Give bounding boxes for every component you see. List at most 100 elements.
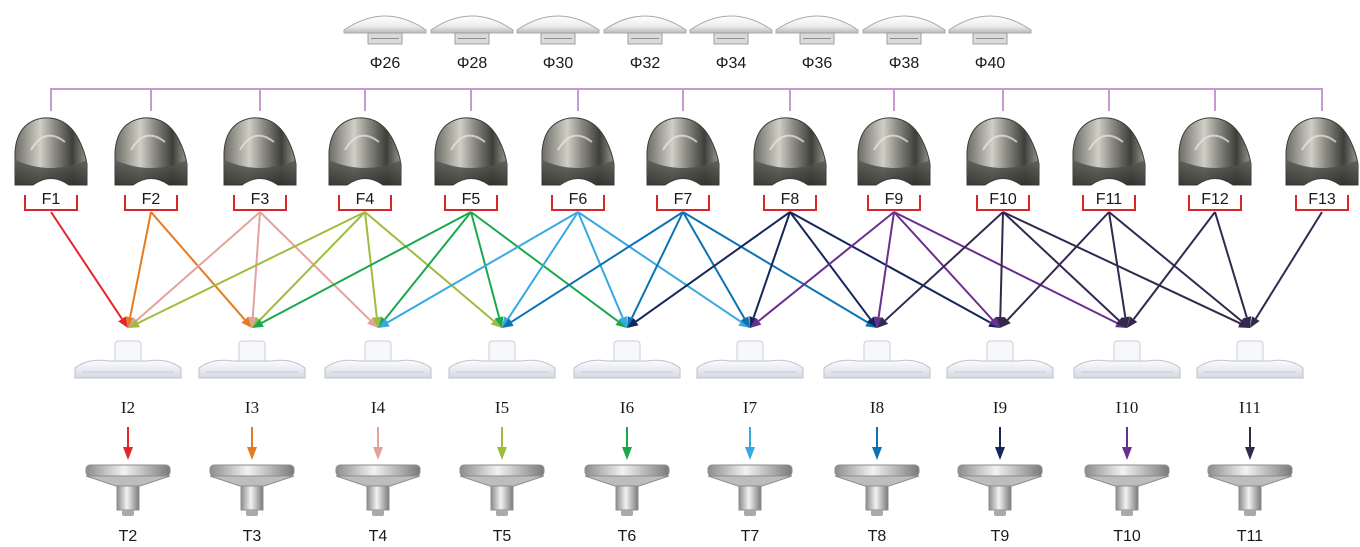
femoral-label: F2 [142,191,161,208]
femoral-label: F9 [885,191,904,208]
femoral-label: F11 [1096,191,1122,208]
femoral-bracket [1295,195,1349,211]
patella-dome-icon [948,15,1032,45]
tibial-item: T4 [335,464,421,545]
patella-item: Φ38 [862,15,946,72]
compat-arrow [627,211,791,328]
patella-row: Φ26 Φ28 Φ30 Φ32 Φ34 Φ36 Φ38 Φ40 [343,15,1032,72]
compat-arrow [874,211,895,328]
compat-arrow [749,211,791,328]
femoral-label: F10 [989,191,1017,208]
insert-to-tibia-arrow [373,427,383,460]
femoral-component-icon [1285,117,1359,186]
insert-to-tibia-arrow [1122,427,1132,460]
femoral-component-icon [541,117,615,186]
tibial-item: T7 [707,464,793,545]
compat-arrow [877,211,1004,328]
femoral-item: F5 [434,117,508,211]
tibial-insert-icon [696,340,804,379]
insert-to-tibia-arrow [622,427,632,460]
femoral-bracket [551,195,605,211]
patella-label: Φ40 [975,55,1006,72]
compat-arrow [682,211,877,328]
compat-arrow [502,211,684,328]
insert-to-tibia-arrow [1245,427,1255,460]
tibial-label: T11 [1237,528,1263,545]
compat-arrow [470,211,627,328]
compat-arrow [1108,211,1130,328]
femoral-item: F3 [223,117,297,211]
compat-arrow [125,211,152,328]
insert-item: I7 [696,340,804,417]
femoral-component-icon [328,117,402,186]
compat-arrow [259,211,378,328]
femoral-label: F4 [356,191,375,208]
compat-arrow [252,211,366,328]
tibial-tray-icon [834,464,920,516]
patella-label: Φ30 [543,55,574,72]
insert-to-tibia-arrow [497,427,507,460]
insert-item: I3 [198,340,306,417]
tibial-insert-icon [324,340,432,379]
tibial-item: T10 [1084,464,1170,545]
insert-label: I5 [495,398,509,417]
tibial-tray-icon [1207,464,1293,516]
insert-label: I7 [743,398,758,417]
tibial-tray-row: T2 T3 T4 T5 T6 T7 T8 T9 T10 T11 [85,427,1293,545]
patella-label: Φ38 [889,55,920,72]
patella-dome-icon [775,15,859,45]
tibial-insert-icon [74,340,182,379]
tibial-label: T9 [991,528,1010,545]
insert-label: I8 [870,398,884,417]
tibial-label: T10 [1113,528,1141,545]
femoral-item: F6 [541,117,615,211]
femoral-item: F9 [857,117,931,211]
femoral-label: F12 [1201,191,1229,208]
compat-arrow [378,211,472,328]
tibial-insert-icon [946,340,1054,379]
tibial-item: T3 [209,464,295,545]
femoral-component-row: F1 F2 F3 F4 F5 F6 F7 F8 F9 F10 F11 F12 F13 [14,117,1359,211]
compat-arrow [252,211,472,328]
tibial-item: T6 [584,464,670,545]
insert-item: I5 [448,340,556,417]
tibial-tray-icon [957,464,1043,516]
insert-item: I10 [1073,340,1181,417]
patella-label: Φ34 [716,55,747,72]
compat-arrow [1108,211,1250,328]
insert-label: I3 [245,398,259,417]
patella-item: Φ34 [689,15,773,72]
femoral-component-icon [114,117,188,186]
compat-arrow [150,211,252,328]
compat-arrow [995,211,1005,328]
patella-item: Φ40 [948,15,1032,72]
tibial-insert-icon [198,340,306,379]
insert-item: I4 [324,340,432,417]
patella-label: Φ28 [457,55,488,72]
femoral-item: F1 [14,117,88,211]
insert-item: I6 [573,340,681,417]
compat-arrow [789,211,877,328]
patella-item: Φ26 [343,15,427,72]
patella-label: Φ36 [802,55,833,72]
insert-label: I2 [121,398,135,417]
tibial-insert-icon [573,340,681,379]
femoral-item: F8 [753,117,827,211]
patella-dome-icon [603,15,687,45]
tibial-item: T9 [957,464,1043,545]
insert-to-tibia-arrow [995,427,1005,460]
femoral-label: F6 [569,191,588,208]
insert-item: I9 [946,340,1054,417]
tibial-item: T5 [459,464,545,545]
femoral-bracket [867,195,921,211]
femoral-item: F7 [646,117,720,211]
tibial-tray-icon [707,464,793,516]
tibial-item: T8 [834,464,920,545]
tibial-label: T3 [243,528,262,545]
femoral-label: F5 [462,191,481,208]
tibial-insert-icon [1196,340,1304,379]
compatibility-arrows [50,211,1323,328]
compat-arrow [682,211,750,328]
tibial-tray-icon [584,464,670,516]
